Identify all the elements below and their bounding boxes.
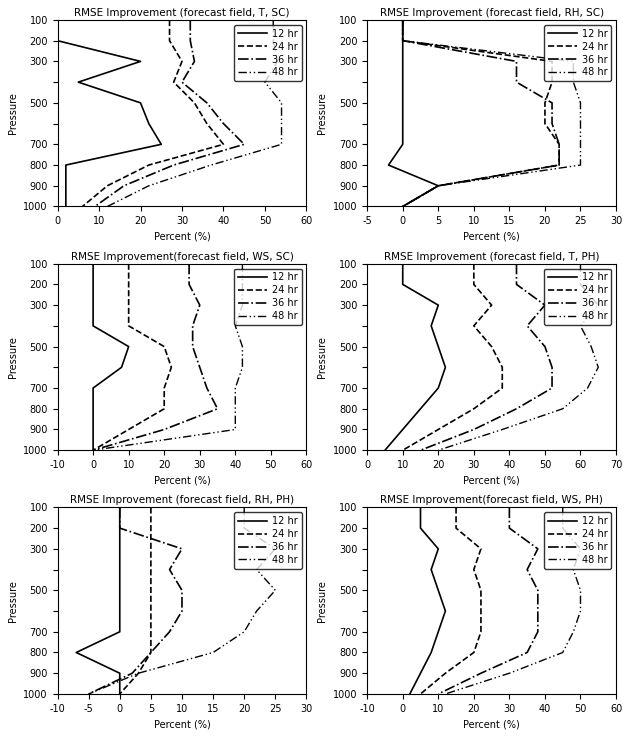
Y-axis label: Pressure: Pressure — [318, 580, 328, 621]
Y-axis label: Pressure: Pressure — [8, 92, 18, 134]
Title: RMSE Improvement (forecast field, T, SC): RMSE Improvement (forecast field, T, SC) — [74, 8, 290, 18]
Y-axis label: Pressure: Pressure — [8, 580, 18, 621]
Legend: 12 hr, 24 hr, 36 hr, 48 hr: 12 hr, 24 hr, 36 hr, 48 hr — [544, 25, 611, 81]
Title: RMSE Improvement(forecast field, WS, SC): RMSE Improvement(forecast field, WS, SC) — [71, 251, 294, 262]
Legend: 12 hr, 24 hr, 36 hr, 48 hr: 12 hr, 24 hr, 36 hr, 48 hr — [234, 25, 302, 81]
Title: RMSE Improvement (forecast field, RH, SC): RMSE Improvement (forecast field, RH, SC… — [379, 8, 604, 18]
X-axis label: Percent (%): Percent (%) — [154, 231, 210, 242]
Y-axis label: Pressure: Pressure — [318, 336, 328, 378]
X-axis label: Percent (%): Percent (%) — [463, 231, 520, 242]
Legend: 12 hr, 24 hr, 36 hr, 48 hr: 12 hr, 24 hr, 36 hr, 48 hr — [234, 268, 302, 325]
Legend: 12 hr, 24 hr, 36 hr, 48 hr: 12 hr, 24 hr, 36 hr, 48 hr — [234, 512, 302, 569]
X-axis label: Percent (%): Percent (%) — [463, 719, 520, 729]
Title: RMSE Improvement (forecast field, RH, PH): RMSE Improvement (forecast field, RH, PH… — [70, 495, 294, 506]
Title: RMSE Improvement (forecast field, T, PH): RMSE Improvement (forecast field, T, PH) — [384, 251, 599, 262]
Y-axis label: Pressure: Pressure — [318, 92, 328, 134]
X-axis label: Percent (%): Percent (%) — [154, 475, 210, 486]
Title: RMSE Improvement(forecast field, WS, PH): RMSE Improvement(forecast field, WS, PH) — [380, 495, 603, 506]
Y-axis label: Pressure: Pressure — [8, 336, 18, 378]
Legend: 12 hr, 24 hr, 36 hr, 48 hr: 12 hr, 24 hr, 36 hr, 48 hr — [544, 268, 611, 325]
X-axis label: Percent (%): Percent (%) — [154, 719, 210, 729]
X-axis label: Percent (%): Percent (%) — [463, 475, 520, 486]
Legend: 12 hr, 24 hr, 36 hr, 48 hr: 12 hr, 24 hr, 36 hr, 48 hr — [544, 512, 611, 569]
